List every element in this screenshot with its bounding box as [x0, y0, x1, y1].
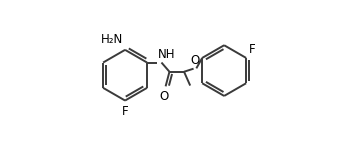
Text: F: F — [249, 43, 256, 56]
Text: NH: NH — [158, 48, 176, 61]
Text: O: O — [160, 90, 169, 103]
Text: F: F — [122, 105, 128, 118]
Text: O: O — [190, 54, 200, 67]
Text: H₂N: H₂N — [101, 33, 123, 46]
